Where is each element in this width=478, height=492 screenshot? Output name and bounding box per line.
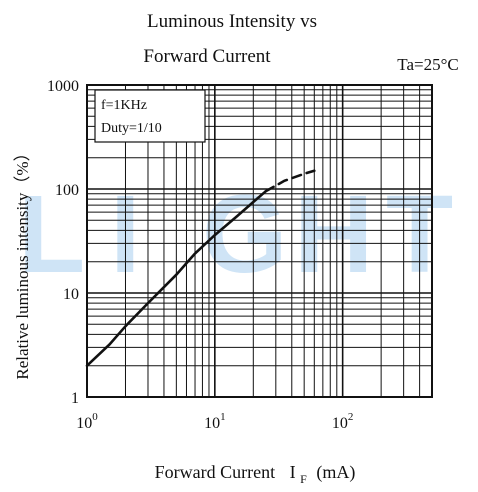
chart-title-line1: Luminous Intensity vs	[147, 11, 317, 32]
x-tick-exponent: 2	[348, 411, 354, 423]
x-tick-exponent: 0	[92, 411, 98, 423]
ambient-temperature-label: Ta=25°C	[397, 55, 458, 74]
x-axis-label-symbol: I	[290, 462, 296, 482]
y-tick-label: 1000	[47, 78, 79, 95]
chart-title-line2: Forward Current	[143, 46, 271, 67]
curve-dashed-segment	[264, 169, 316, 193]
x-tick-labels: 100 101 102	[76, 411, 353, 432]
x-tick-label: 101	[204, 411, 226, 432]
y-tick-labels: 1 10 100 1000	[47, 78, 79, 407]
x-axis-label: Forward Current I F (mA)	[155, 462, 356, 487]
x-tick-base: 10	[76, 415, 92, 432]
y-tick-label: 1	[71, 390, 79, 407]
x-axis-label-main: Forward Current	[155, 462, 275, 482]
watermark-letter: H	[294, 173, 373, 296]
x-tick-label: 100	[76, 411, 98, 432]
x-axis-label-unit: (mA)	[316, 462, 355, 483]
curve-solid-segment	[85, 190, 267, 367]
x-tick-label: 102	[332, 411, 354, 432]
plot-frame	[86, 84, 433, 398]
series-layer	[85, 169, 316, 367]
x-tick-base: 10	[332, 415, 348, 432]
y-tick-label: 100	[55, 182, 79, 199]
grid	[87, 85, 432, 397]
y-tick-label: 10	[63, 286, 79, 303]
annotation-frequency: f=1KHz	[101, 98, 147, 113]
x-axis-label-subscript: F	[300, 472, 307, 486]
annotation-frame	[94, 89, 206, 143]
annotation-box: f=1KHz Duty=1/10	[94, 89, 206, 143]
y-axis-label: Relative luminous intensity（%）	[13, 144, 32, 379]
x-tick-exponent: 1	[220, 411, 226, 423]
annotation-duty: Duty=1/10	[101, 121, 162, 136]
watermark-letter: L	[18, 173, 85, 296]
x-tick-base: 10	[204, 415, 220, 432]
